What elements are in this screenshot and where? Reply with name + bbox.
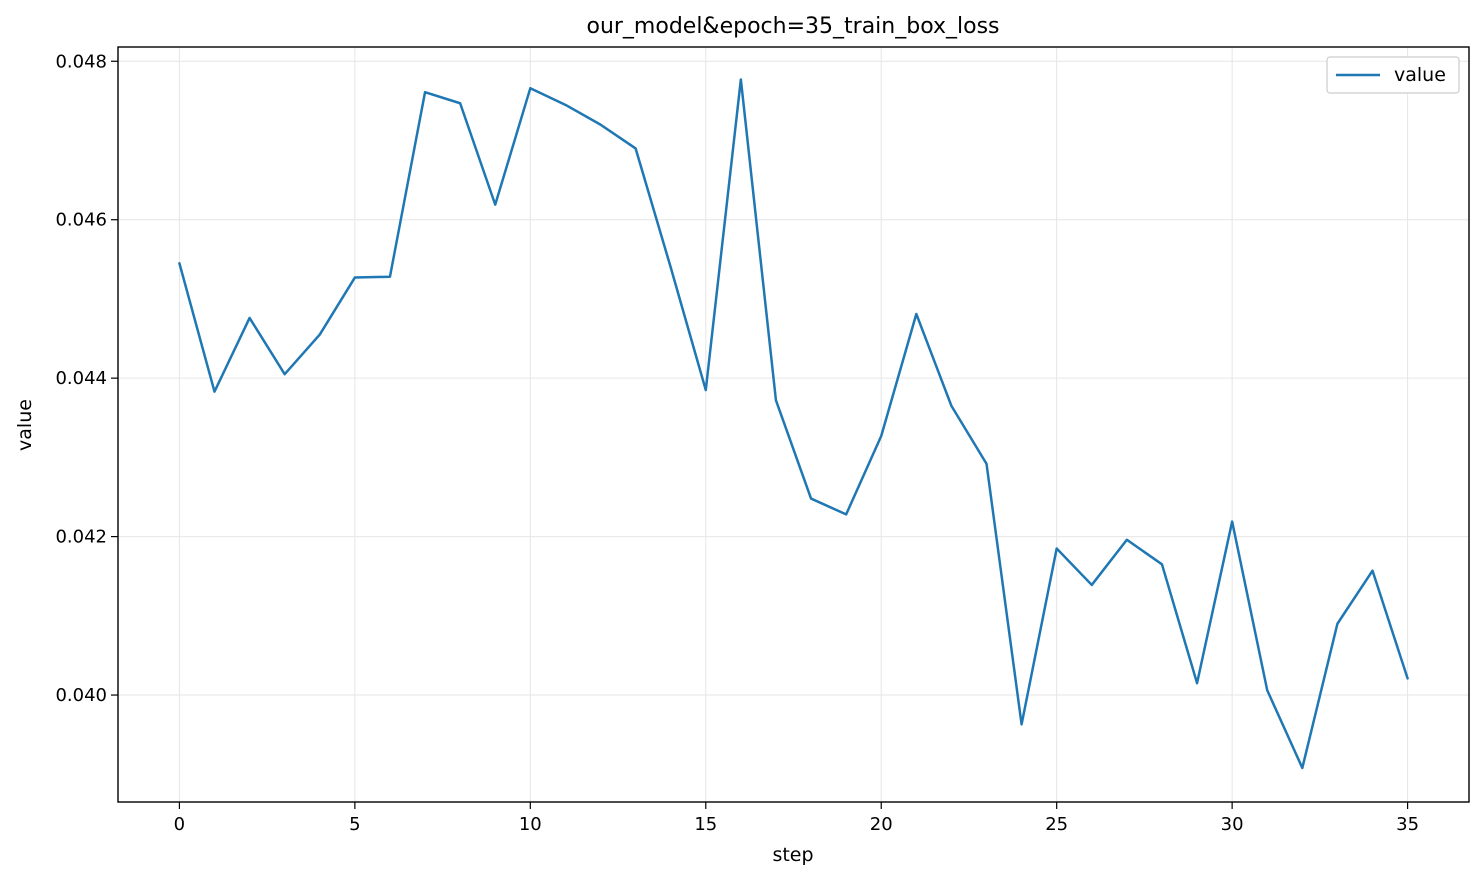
y-tick-label: 0.044 <box>55 368 107 389</box>
x-tick-label: 15 <box>694 814 717 835</box>
x-axis-label: step <box>772 844 813 866</box>
grid <box>118 47 1469 802</box>
series-line-value <box>178 78 1409 770</box>
legend: value <box>1326 56 1460 94</box>
x-tick-label: 5 <box>349 814 360 835</box>
y-tick-label: 0.048 <box>55 51 107 72</box>
y-axis-label: value <box>14 399 36 451</box>
x-tick-label: 35 <box>1396 814 1419 835</box>
legend-label: value <box>1394 64 1446 86</box>
x-tick-label: 25 <box>1045 814 1068 835</box>
x-tick-label: 30 <box>1221 814 1244 835</box>
axis-ticks: 0 5 10 15 20 25 30 35 0.040 0.042 0.044 0.046 0.048 <box>55 51 1419 835</box>
x-tick-label: 0 <box>174 814 185 835</box>
x-tick-label: 10 <box>519 814 542 835</box>
x-tick-label: 20 <box>870 814 893 835</box>
y-tick-label: 0.040 <box>55 685 107 706</box>
y-tick-label: 0.042 <box>55 527 107 548</box>
series-layer <box>178 78 1409 770</box>
legend-box <box>1326 56 1460 94</box>
y-tick-label: 0.046 <box>55 210 107 231</box>
chart-title: our_model&epoch=35_train_box_loss <box>586 14 999 39</box>
plot-frame <box>117 46 1470 803</box>
